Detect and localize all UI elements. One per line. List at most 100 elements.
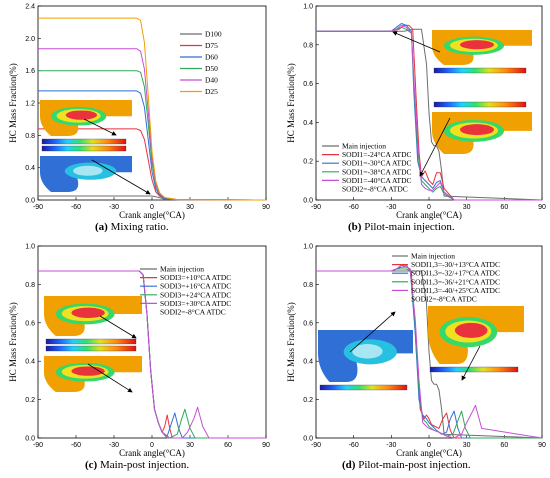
x-tick-label: 0 [150, 204, 154, 211]
series-line-4 [316, 268, 542, 439]
y-tick-label: 0.6 [25, 320, 35, 327]
contour-inset-2 [428, 306, 524, 373]
x-tick-label: 60 [500, 204, 508, 211]
x-tick-label: -90 [311, 442, 321, 449]
colorbar [45, 345, 137, 352]
y-tick-label: 0.4 [303, 359, 313, 366]
x-axis-label: Crank angle(°CA) [119, 210, 185, 220]
callout-arrow [87, 363, 133, 393]
y-axis-label: HC Mass Fraction(%) [8, 302, 18, 382]
combustion-chamber-contour [318, 330, 413, 382]
plume-core [65, 110, 98, 120]
x-tick-label: 90 [538, 442, 546, 449]
x-tick-label: 90 [538, 204, 546, 211]
y-tick-label: 0.2 [303, 159, 313, 166]
x-tick-label: -60 [71, 442, 81, 449]
legend-label: Main injection [160, 265, 204, 274]
legend-label: SODI3=+10°CA ATDC [160, 273, 231, 282]
x-tick-label: 90 [262, 442, 270, 449]
legend-note: SODI2=-8°CA ATDC [342, 185, 408, 194]
x-axis-label: Crank angle(°CA) [396, 448, 462, 458]
legend-note: SODI2=-8°CA ATDC [411, 295, 477, 304]
x-tick-label: 60 [500, 442, 508, 449]
y-tick-label: 1.6 [25, 68, 35, 75]
y-tick-label: 1.0 [303, 4, 313, 11]
series-line-3 [316, 266, 542, 439]
x-tick-label: -30 [109, 204, 119, 211]
legend-label: SODI1,3=-36/+21°CA ATDC [411, 277, 500, 286]
x-tick-label: -90 [311, 204, 321, 211]
legend-label: SODI1=-38°CA ATDC [342, 167, 412, 176]
x-tick-label: -30 [386, 204, 396, 211]
legend: D100 D75 D60 D50 D40 D25 [180, 30, 222, 96]
colorbar [319, 384, 408, 391]
series-line-5 [38, 270, 266, 439]
y-axis-label: HC Mass Fraction(%) [286, 63, 296, 143]
panel-caption: (a) Mixing ratio. [95, 221, 169, 233]
y-tick-label: 0.2 [303, 397, 313, 404]
contour-inset-2 [432, 101, 532, 154]
x-tick-label: 0 [427, 442, 431, 449]
y-tick-label: 0.6 [303, 320, 313, 327]
legend-label: D50 [205, 64, 218, 73]
x-tick-label: 0 [427, 204, 431, 211]
legend-label: SODI3=+16°CA ATDC [160, 282, 231, 291]
callout-arrow [392, 31, 441, 53]
legend-label: D60 [205, 53, 218, 62]
plume-core [71, 307, 105, 318]
contour-inset-1 [432, 30, 532, 74]
chart-panel-a: -90 -60 -30 0 30 60 90 0.0 0.4 0.8 1.2 1.6 2.0 2.4 Cra… [8, 4, 270, 234]
y-axis-label: HC Mass Fraction(%) [286, 302, 296, 382]
contour-inset-1 [318, 330, 413, 391]
colorbar [433, 101, 527, 108]
x-tick-label: 30 [463, 442, 471, 449]
y-tick-label: 0.4 [25, 359, 35, 366]
colorbar [41, 138, 127, 145]
panel-caption: (c) Main-post injection. [85, 459, 189, 471]
plume-core [71, 366, 105, 376]
y-axis-label: HC Mass Fraction(%) [8, 63, 18, 143]
series-line-1 [316, 270, 543, 439]
chart-panel-d: -90 -60 -30 0 30 60 90 0.0 0.2 0.4 0.6 0.8 1.0 Crank … [286, 244, 546, 472]
legend-label: SODI1,3=-40/+25°CA ATDC [411, 286, 500, 295]
contour-inset-2 [40, 145, 132, 192]
legend-label: Main injection [342, 142, 386, 151]
y-tick-label: 0.8 [25, 133, 35, 140]
x-axis-label: Crank angle(°CA) [119, 448, 185, 458]
contour-inset-1 [40, 100, 132, 145]
legend-label: D100 [205, 30, 222, 39]
legend-label: D75 [205, 41, 218, 50]
caption-text: Main-post injection. [97, 459, 189, 471]
y-tick-label: 0.0 [25, 198, 35, 205]
y-tick-label: 0.0 [303, 436, 313, 443]
y-tick-label: 2.0 [25, 36, 35, 43]
panel-caption: (d) Pilot-main-post injection. [342, 459, 471, 471]
legend-label: SODI1=-24°CA ATDC [342, 150, 412, 159]
plume-core [73, 165, 103, 176]
panel-caption: (b) Pilot-main injection. [348, 221, 455, 233]
x-tick-label: 30 [186, 442, 194, 449]
callout-arrow [349, 311, 396, 353]
colorbar [45, 338, 137, 345]
caption-text: Mixing ratio. [108, 221, 169, 233]
caption-letter: (b) [348, 221, 362, 233]
x-tick-label: -60 [349, 204, 359, 211]
y-tick-label: 0.2 [25, 397, 35, 404]
y-tick-label: 0.0 [303, 198, 313, 205]
y-tick-label: 1.0 [25, 244, 35, 251]
series-line-1 [38, 195, 267, 201]
x-tick-label: -30 [109, 442, 119, 449]
y-tick-label: 1.0 [303, 244, 313, 251]
callout-arrow [99, 315, 137, 339]
chart-panel-b: -90 -60 -30 0 30 60 90 0.0 0.2 0.4 0.6 0.8 1.0 Crank … [286, 4, 546, 234]
y-tick-label: 0.0 [25, 436, 35, 443]
colorbar [41, 145, 127, 152]
x-tick-label: -60 [71, 204, 81, 211]
plume-core [460, 124, 494, 136]
legend-label: Main injection [411, 252, 455, 261]
caption-letter: (c) [85, 459, 98, 471]
x-tick-label: -90 [33, 442, 43, 449]
